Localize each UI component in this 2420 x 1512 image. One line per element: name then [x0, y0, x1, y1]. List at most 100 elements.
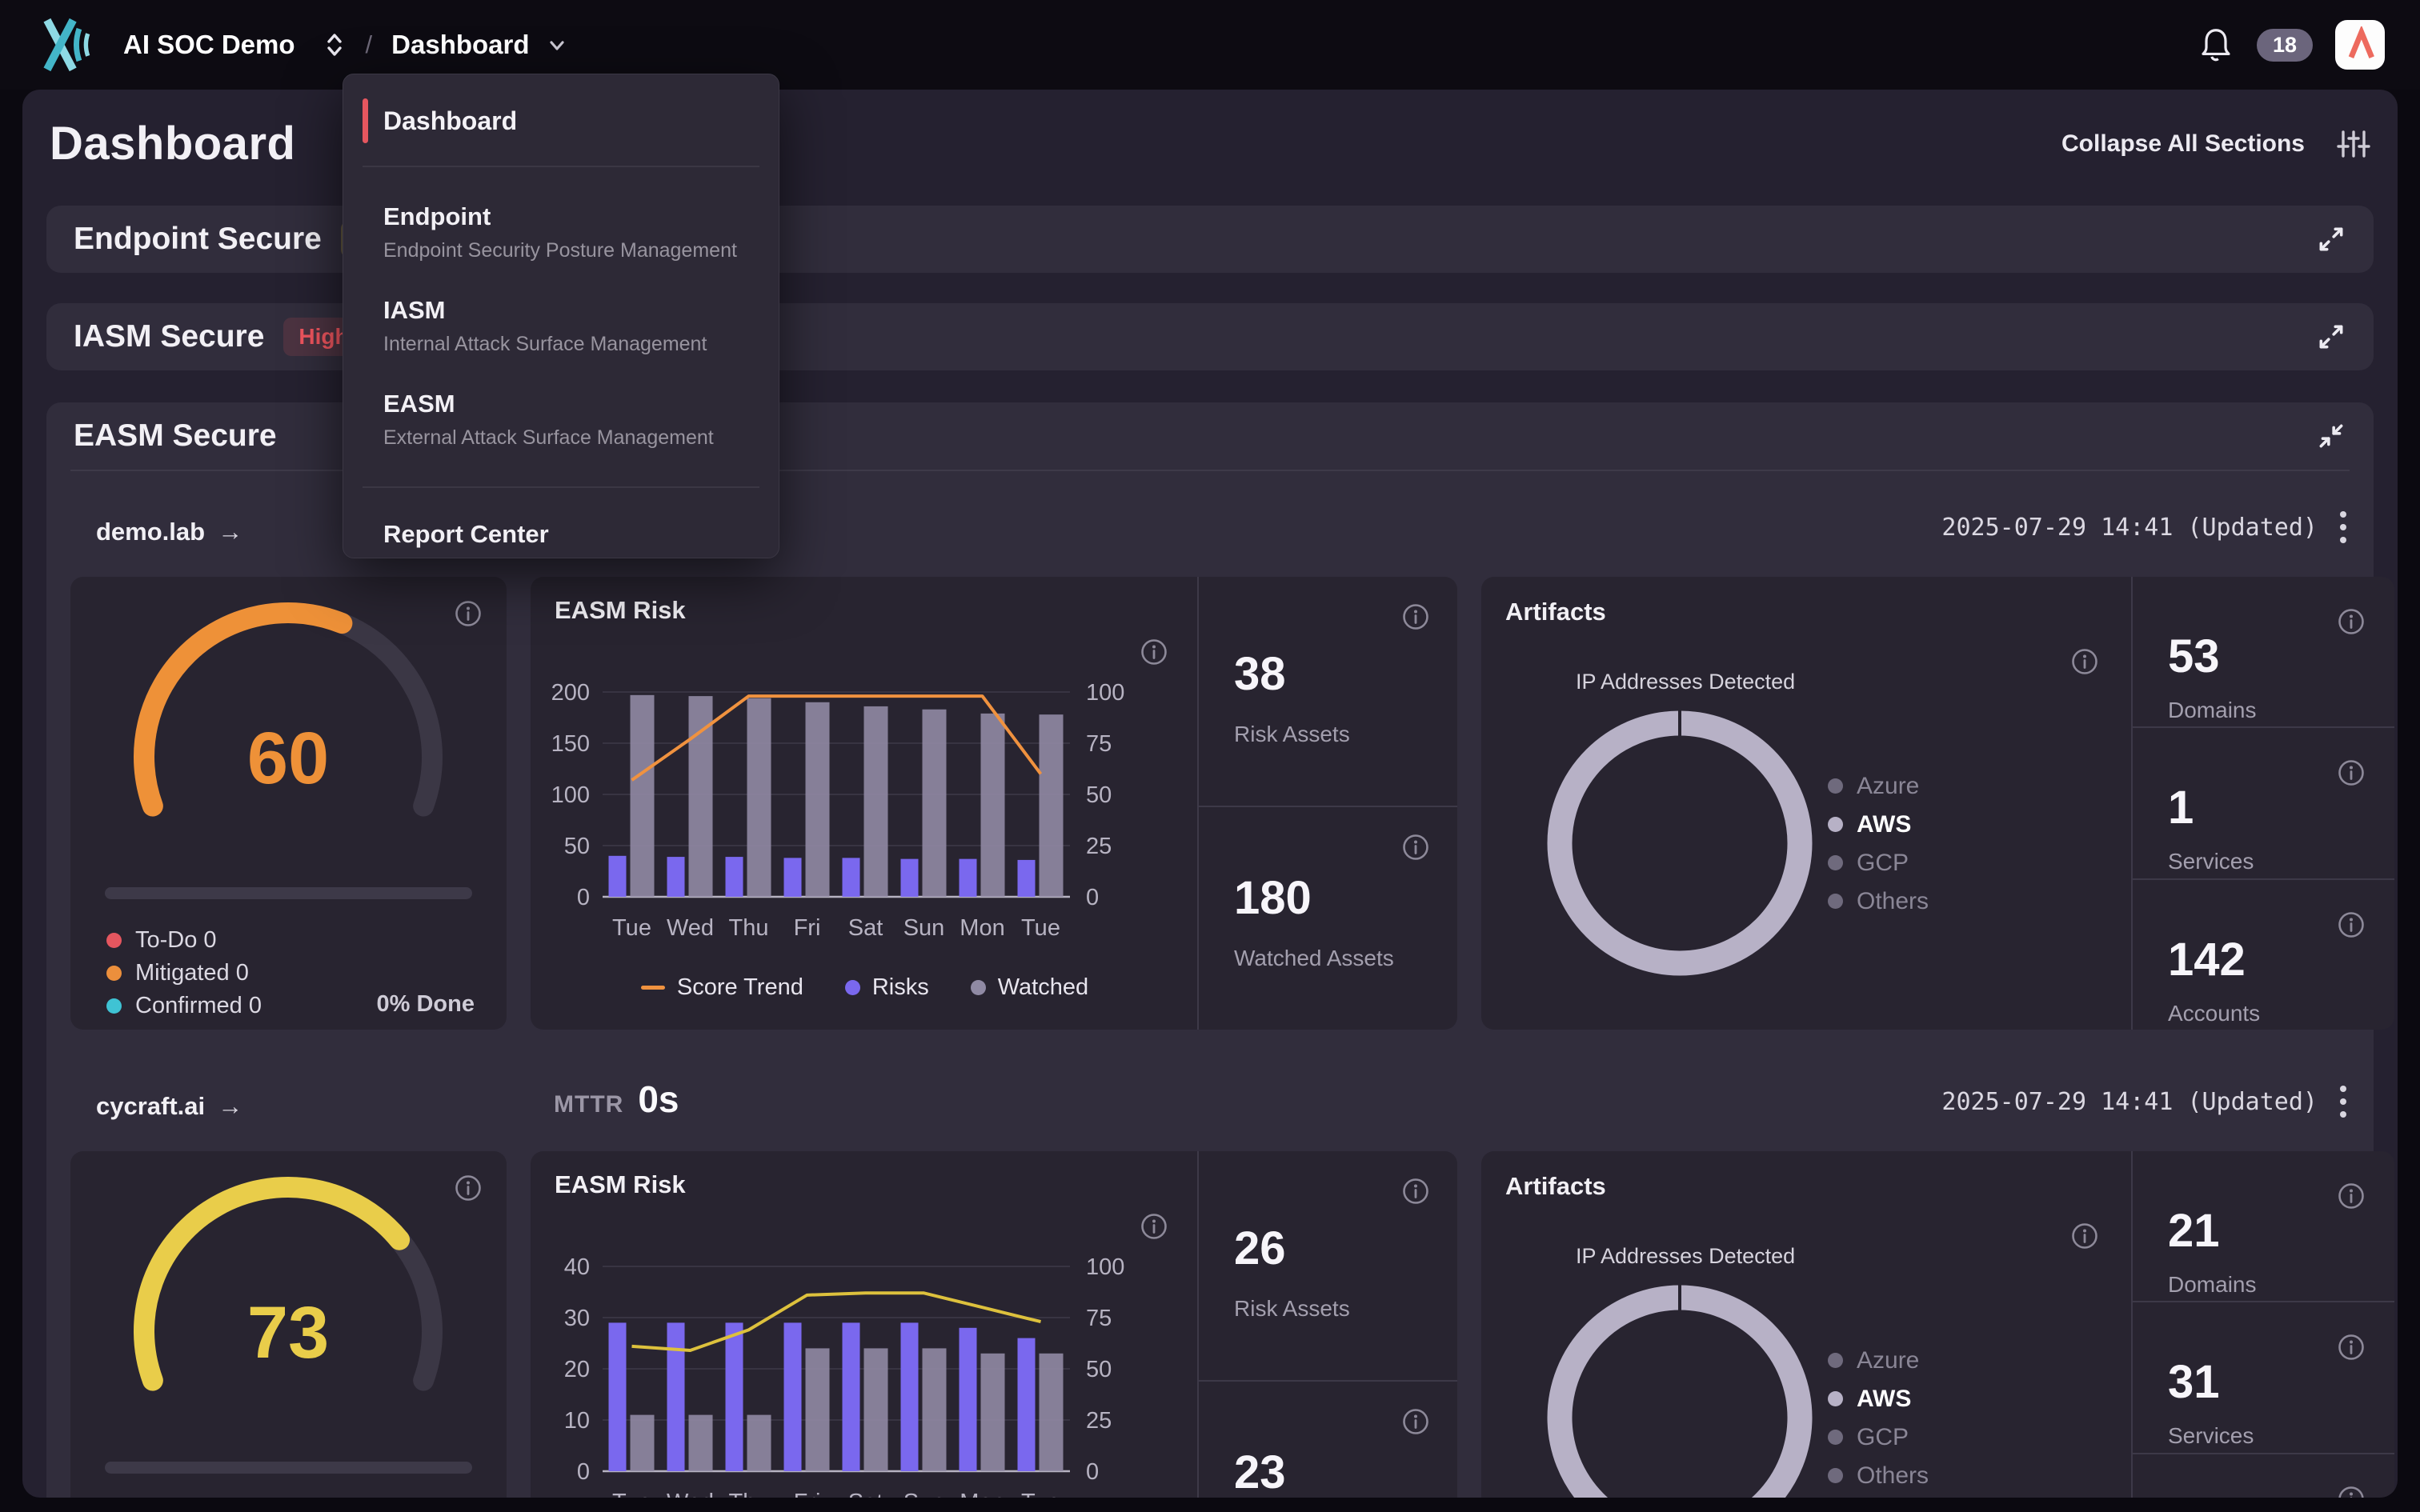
collapse-all-sections-button[interactable]: Collapse All Sections — [2061, 127, 2370, 161]
others-dot — [1828, 894, 1843, 909]
svg-text:Mon: Mon — [960, 915, 1004, 941]
cloud-provider-legend: Azure AWS GCP Others — [1828, 1347, 1929, 1489]
org-selector-label[interactable]: AI SOC Demo — [123, 30, 295, 59]
info-icon[interactable] — [454, 1174, 483, 1202]
progress-bar — [105, 887, 472, 899]
collapse-icon[interactable] — [2316, 421, 2346, 451]
menu-item-report-center[interactable]: Report Center — [383, 520, 549, 548]
section-title: Endpoint Secure — [74, 222, 322, 256]
info-icon[interactable] — [1401, 1177, 1430, 1206]
site-name: cycraft.ai — [96, 1092, 206, 1120]
svg-text:0: 0 — [1086, 1459, 1099, 1485]
svg-text:0: 0 — [577, 1459, 590, 1485]
info-icon[interactable] — [2337, 758, 2366, 787]
info-icon[interactable] — [2337, 1182, 2366, 1210]
score-legend: To-Do 0 Mitigated 0 Confirmed 0 0% Done — [106, 924, 475, 1022]
artifacts-title: Artifacts — [1505, 598, 1606, 626]
svg-text:60: 60 — [247, 718, 329, 799]
site-link-cycraft-ai[interactable]: cycraft.ai → — [96, 1092, 242, 1121]
svg-text:40: 40 — [564, 1254, 590, 1280]
svg-text:25: 25 — [1086, 834, 1112, 859]
donut-label: IP Addresses Detected — [1576, 670, 1796, 694]
notifications-bell-icon[interactable] — [2198, 26, 2234, 64]
artifacts-title: Artifacts — [1505, 1172, 1606, 1200]
info-icon[interactable] — [1401, 602, 1430, 631]
svg-text:100: 100 — [1086, 680, 1124, 706]
svg-text:Tue: Tue — [612, 915, 651, 941]
security-score-panel: 60 To-Do 0 Mitigated 0 Confirmed 0 0% Do… — [70, 577, 507, 1030]
azure-dot — [1828, 778, 1843, 794]
info-icon[interactable] — [2070, 647, 2099, 676]
accounts-stat: 7 — [2133, 1452, 2394, 1498]
risk-assets-stat: 26 Risk Assets — [1199, 1151, 1457, 1380]
active-indicator-bar — [363, 98, 368, 143]
menu-item-dashboard[interactable]: Dashboard — [343, 95, 779, 146]
info-icon[interactable] — [1140, 1212, 1168, 1241]
gcp-dot — [1828, 855, 1843, 870]
artifacts-panel: Artifacts IP Addresses Detected Azure AW… — [1481, 1151, 2394, 1498]
chart-legend: Score Trend Risks Watched — [531, 974, 1199, 1001]
domains-stat: 53 Domains — [2133, 577, 2394, 726]
svg-text:Sun: Sun — [903, 1490, 945, 1498]
info-icon[interactable] — [454, 599, 483, 628]
svg-text:50: 50 — [1086, 1357, 1112, 1382]
section-title: IASM Secure — [74, 319, 265, 354]
svg-text:Tue: Tue — [1021, 1490, 1060, 1498]
kebab-menu-icon[interactable] — [2338, 508, 2348, 546]
info-icon[interactable] — [2337, 1485, 2366, 1498]
info-icon[interactable] — [2337, 607, 2366, 636]
layout-settings-sliders-icon[interactable] — [2337, 127, 2370, 161]
mttr-value: 0s — [638, 1078, 679, 1120]
info-icon[interactable] — [1140, 638, 1168, 666]
chart-title: EASM Risk — [555, 1170, 686, 1198]
svg-text:Tue: Tue — [1021, 915, 1060, 941]
expand-icon[interactable] — [2316, 322, 2346, 352]
arrow-right-icon: → — [218, 518, 243, 546]
main-container: Dashboard Collapse All Sections Endpoint… — [22, 90, 2398, 1498]
chevron-down-icon[interactable] — [546, 34, 568, 56]
svg-text:0: 0 — [1086, 885, 1099, 910]
expand-icon[interactable] — [2316, 224, 2346, 254]
mitigated-dot — [106, 966, 122, 981]
site-link-demo-lab[interactable]: demo.lab → — [96, 518, 242, 546]
svg-text:30: 30 — [564, 1306, 590, 1331]
svg-text:Sat: Sat — [848, 1490, 883, 1498]
confirmed-dot — [106, 998, 122, 1014]
svg-text:Mon: Mon — [960, 1490, 1004, 1498]
svg-text:25: 25 — [1086, 1408, 1112, 1434]
menu-item-iasm[interactable]: IASM Internal Attack Surface Management — [383, 296, 707, 355]
mttr-label: MTTR — [554, 1091, 624, 1118]
info-icon[interactable] — [1401, 833, 1430, 862]
dashboard-dropdown-menu: Dashboard Endpoint Endpoint Security Pos… — [343, 74, 779, 558]
app-logo-icon[interactable] — [35, 13, 96, 77]
info-icon[interactable] — [2337, 910, 2366, 939]
risk-assets-stat: 38 Risk Assets — [1199, 577, 1457, 806]
updated-timestamp: 2025-07-29 14:41 (Updated) — [1941, 1087, 2318, 1116]
svg-text:0: 0 — [577, 885, 590, 910]
account-logo-button[interactable] — [2335, 20, 2385, 70]
svg-text:Sun: Sun — [903, 915, 945, 941]
info-icon[interactable] — [2070, 1222, 2099, 1250]
svg-text:50: 50 — [564, 834, 590, 859]
svg-text:Fri: Fri — [794, 915, 821, 941]
notification-count-badge[interactable]: 18 — [2256, 28, 2313, 62]
breadcrumb-page[interactable]: Dashboard — [391, 30, 530, 59]
svg-text:Tue: Tue — [612, 1490, 651, 1498]
svg-text:100: 100 — [1086, 1254, 1124, 1280]
breadcrumb-separator: / — [365, 30, 373, 58]
section-title: EASM Secure — [74, 418, 277, 453]
svg-text:Wed: Wed — [667, 1490, 714, 1498]
svg-text:50: 50 — [1086, 782, 1112, 808]
services-stat: 1 Services — [2133, 726, 2394, 878]
cloud-provider-legend: Azure AWS GCP Others — [1828, 773, 1929, 914]
services-stat: 31 Services — [2133, 1301, 2394, 1452]
kebab-menu-icon[interactable] — [2338, 1082, 2348, 1121]
info-icon[interactable] — [1401, 1407, 1430, 1436]
chevron-updown-icon[interactable] — [323, 30, 347, 59]
menu-item-endpoint[interactable]: Endpoint Endpoint Security Posture Manag… — [383, 202, 737, 262]
svg-text:Wed: Wed — [667, 915, 714, 941]
info-icon[interactable] — [2337, 1333, 2366, 1362]
risks-swatch — [844, 980, 860, 995]
menu-item-easm[interactable]: EASM External Attack Surface Management — [383, 390, 714, 449]
svg-text:75: 75 — [1086, 1306, 1112, 1331]
